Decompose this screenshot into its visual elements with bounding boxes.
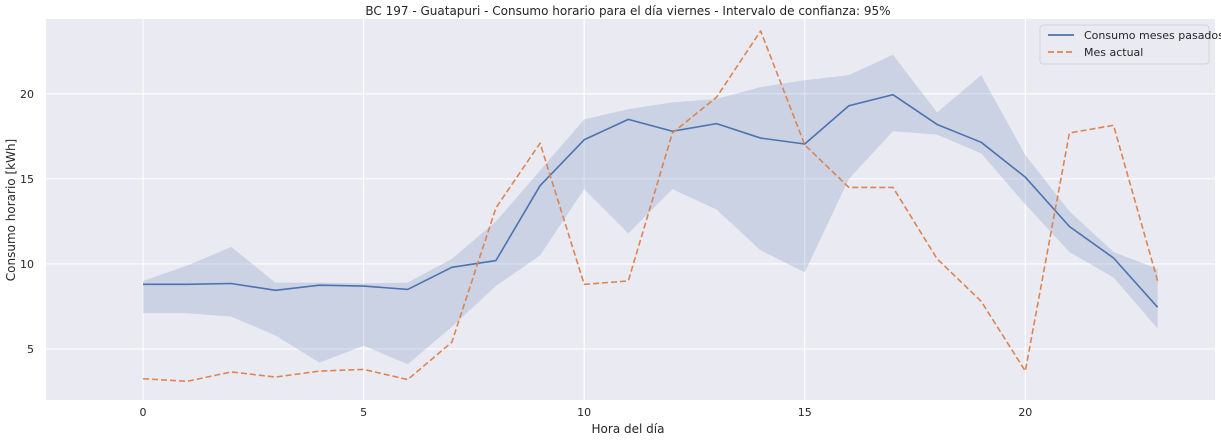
x-axis-label: Hora del día xyxy=(592,422,665,436)
y-axis-label: Consumo horario [kWh] xyxy=(4,139,18,281)
y-tick-label: 15 xyxy=(20,173,34,186)
legend: Consumo meses pasados Mes actual xyxy=(1039,24,1221,65)
x-tick-label: 5 xyxy=(360,406,367,419)
y-tick-label: 20 xyxy=(20,88,34,101)
x-tick-label: 15 xyxy=(798,406,812,419)
x-tick-label: 20 xyxy=(1018,406,1032,419)
plot-background xyxy=(46,19,1215,400)
legend-box xyxy=(1039,24,1210,65)
x-tick-label: 0 xyxy=(140,406,147,419)
legend-label-consumo: Consumo meses pasados xyxy=(1084,29,1221,42)
grid-layer xyxy=(46,19,1215,400)
tick-label-layer: 0 5 10 15 20 5 10 15 20 xyxy=(20,88,1032,419)
y-tick-label: 10 xyxy=(20,258,34,271)
series-line-mes-actual xyxy=(143,30,1159,383)
series-line-layer xyxy=(143,30,1159,383)
y-tick-label: 5 xyxy=(27,343,34,356)
chart-title: BC 197 - Guatapuri - Consumo horario par… xyxy=(365,4,890,18)
x-tick-label: 10 xyxy=(577,406,591,419)
legend-label-mes-actual: Mes actual xyxy=(1084,46,1143,59)
series-line-consumo-meses-pasados xyxy=(143,93,1159,308)
